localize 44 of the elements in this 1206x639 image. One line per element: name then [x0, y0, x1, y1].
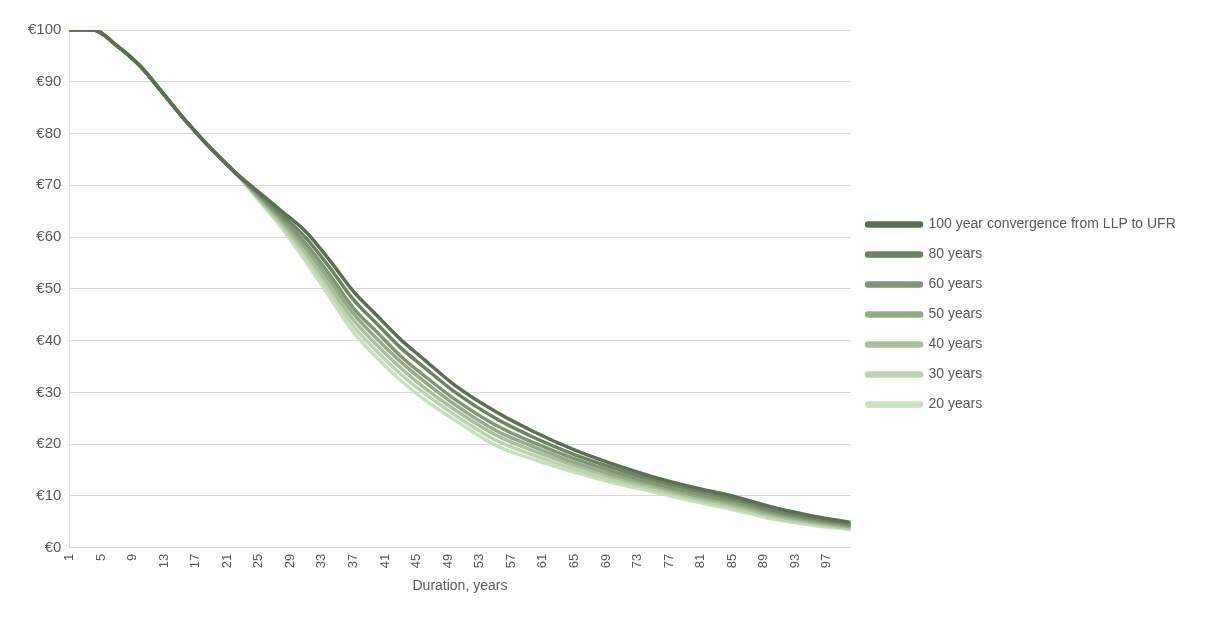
- x-tick-label: 69: [597, 553, 613, 569]
- x-tick-label: 65: [565, 553, 581, 569]
- y-tick-label: €60: [36, 227, 62, 245]
- x-tick-label: 85: [723, 553, 739, 569]
- x-tick-label: 93: [786, 553, 802, 569]
- x-tick-label: 57: [502, 553, 518, 569]
- x-tick-label: 37: [345, 553, 361, 569]
- y-tick-label: €30: [36, 382, 62, 400]
- x-tick-label: 13: [155, 553, 171, 569]
- legend-label: 60 years: [928, 275, 983, 292]
- y-tick-label: €90: [36, 71, 62, 89]
- x-tick-label: 1: [60, 553, 76, 561]
- legend-label: 40 years: [928, 335, 983, 352]
- x-tick-label: 25: [250, 553, 266, 569]
- legend-label: 100 year convergence from LLP to UFR: [928, 215, 1176, 232]
- x-tick-label: 33: [313, 553, 329, 569]
- y-tick-label: €70: [36, 175, 62, 193]
- x-tick-label: 73: [629, 553, 645, 569]
- x-tick-label: 9: [124, 553, 140, 561]
- y-tick-label: €10: [36, 486, 62, 504]
- y-tick-label: €40: [36, 330, 62, 348]
- x-tick-label: 97: [818, 553, 834, 569]
- x-tick-label: 61: [534, 553, 550, 569]
- x-tick-label: 89: [755, 553, 771, 569]
- y-tick-label: €20: [36, 434, 62, 452]
- y-tick-label: €80: [36, 123, 62, 141]
- legend-label: 50 years: [928, 305, 983, 322]
- x-tick-label: 41: [376, 553, 392, 569]
- y-tick-label: €0: [44, 537, 62, 555]
- y-tick-label: €50: [36, 279, 62, 297]
- x-tick-label: 17: [187, 553, 203, 569]
- legend-label: 80 years: [928, 245, 983, 262]
- x-tick-label: 53: [471, 553, 487, 569]
- legend-label: 30 years: [928, 365, 983, 382]
- x-tick-label: 5: [92, 553, 108, 561]
- y-tick-label: €100: [27, 20, 62, 38]
- x-tick-label: 77: [660, 553, 676, 569]
- x-axis-title: Duration, years: [412, 577, 508, 594]
- x-tick-label: 45: [408, 553, 424, 569]
- x-tick-label: 29: [281, 553, 297, 569]
- legend-label: 20 years: [928, 395, 983, 412]
- x-tick-label: 81: [692, 553, 708, 569]
- x-tick-label: 49: [439, 553, 455, 569]
- x-tick-label: 21: [218, 553, 234, 569]
